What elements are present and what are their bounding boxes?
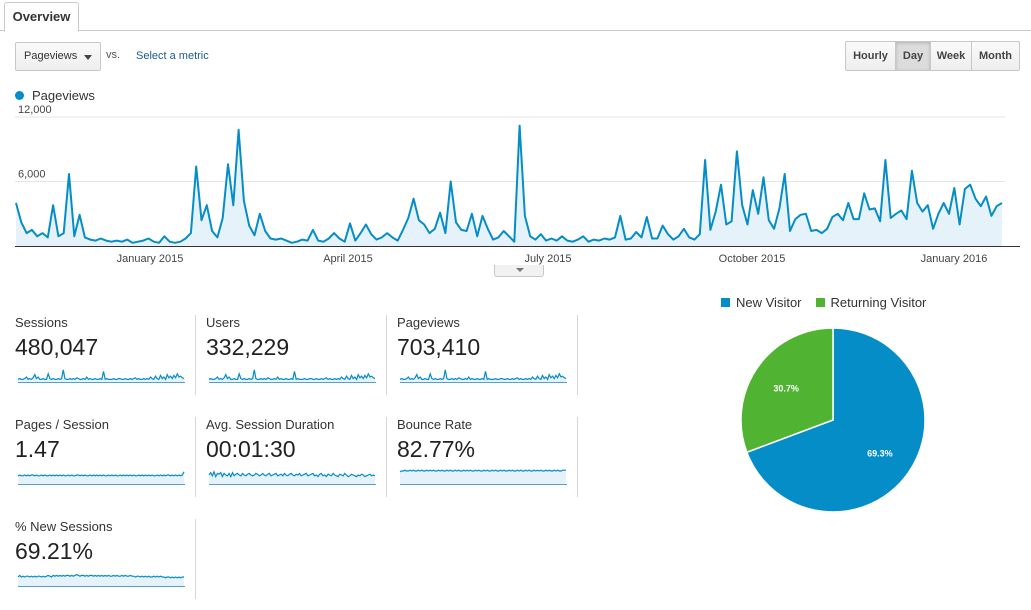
month-button[interactable]: Month [971,41,1020,71]
pageviews-line-chart[interactable]: 12,000 6,000 January 2015 April 2015 July 20… [0,105,1031,267]
sparkline [17,471,185,485]
metric-label: Users [206,315,240,330]
chart-collapse-handle[interactable] [494,265,544,277]
legend-label: Returning Visitor [830,295,927,310]
sparkline [399,469,567,485]
metric-card-sessions[interactable]: Sessions 480,047 [15,315,196,395]
legend-series-label: Pageviews [32,88,95,103]
sparkline-line [17,369,185,381]
metric-card-pageviews[interactable]: Pageviews 703,410 [397,315,578,395]
series-line[interactable] [15,124,1003,244]
x-tick-label: January 2015 [117,253,184,265]
metric-label: Pageviews [397,315,460,330]
sparkline [208,470,376,485]
tab-bar: Overview [0,0,1031,32]
metric-value: 332,229 [206,334,290,360]
granularity-toggle: Hourly Day Week Month [845,41,1020,71]
metric-label: Bounce Rate [397,417,473,432]
legend-swatch [721,298,730,307]
visitor-pie-chart[interactable]: 69.3% 30.7% [735,322,931,518]
vs-label: vs. [106,49,121,61]
primary-metric-value: Pageviews [24,50,78,62]
sparkline-area [400,470,566,484]
metric-label: Sessions [15,315,68,330]
metric-card-users[interactable]: Users 332,229 [206,315,387,395]
y-tick-label: 6,000 [18,169,46,181]
sparkline [208,369,376,383]
metric-value: 82.77% [397,436,476,462]
series-area [16,125,1002,246]
legend-item-new-visitor[interactable]: New Visitor [721,295,802,310]
x-tick-label: October 2015 [719,253,786,265]
day-button[interactable]: Day [895,41,931,71]
sparkline-line [399,369,567,381]
metric-value: 69.21% [15,538,94,564]
pie-slice-label: 30.7% [773,384,799,394]
metric-label: % New Sessions [15,519,113,534]
sparkline-line [17,573,184,579]
metric-card-pages-per-session[interactable]: Pages / Session 1.47 [15,417,196,497]
x-tick-label: July 2015 [524,253,571,265]
metric-value: 1.47 [15,436,60,462]
sparkline-line [399,469,566,473]
legend-item-returning-visitor[interactable]: Returning Visitor [815,295,927,310]
hourly-button[interactable]: Hourly [845,41,896,71]
sparkline-line [17,471,185,477]
sparkline [17,573,185,587]
metric-value: 00:01:30 [206,436,296,462]
metric-value: 703,410 [397,334,481,360]
metric-label: Pages / Session [15,417,109,432]
sparkline-line [208,369,376,381]
metric-card-avg-session-duration[interactable]: Avg. Session Duration 00:01:30 [206,417,387,497]
sparkline-area [18,471,184,484]
x-tick-label: April 2015 [323,253,373,265]
legend-swatch [815,298,825,307]
metric-card-bounce-rate[interactable]: Bounce Rate 82.77% [397,417,578,497]
collapse-arrow-icon [516,268,524,272]
pie-legend: New Visitor Returning Visitor [721,295,940,310]
primary-metric-dropdown[interactable]: Pageviews [15,42,101,71]
metric-value: 480,047 [15,334,99,360]
sparkline [17,369,185,383]
sparkline-line [208,470,376,479]
week-button[interactable]: Week [930,41,972,71]
pie-slice-returning-visitor[interactable] [740,327,834,454]
sparkline-area [18,574,184,586]
x-tick-label: January 2016 [921,253,988,265]
metric-card-new-sessions[interactable]: % New Sessions 69.21% [15,519,196,599]
sparkline [399,369,567,383]
metric-label: Avg. Session Duration [206,417,335,432]
chevron-down-icon [84,55,92,60]
tab-overview[interactable]: Overview [4,2,79,32]
legend-label: New Visitor [736,295,802,310]
pie-slice-new-visitor[interactable] [745,327,926,513]
y-tick-label: 12,000 [18,105,52,116]
chart-legend: Pageviews [15,88,95,103]
series-dot-icon [15,91,24,100]
select-metric-link[interactable]: Select a metric [136,50,209,62]
pie-slice-label: 69.3% [867,449,893,459]
